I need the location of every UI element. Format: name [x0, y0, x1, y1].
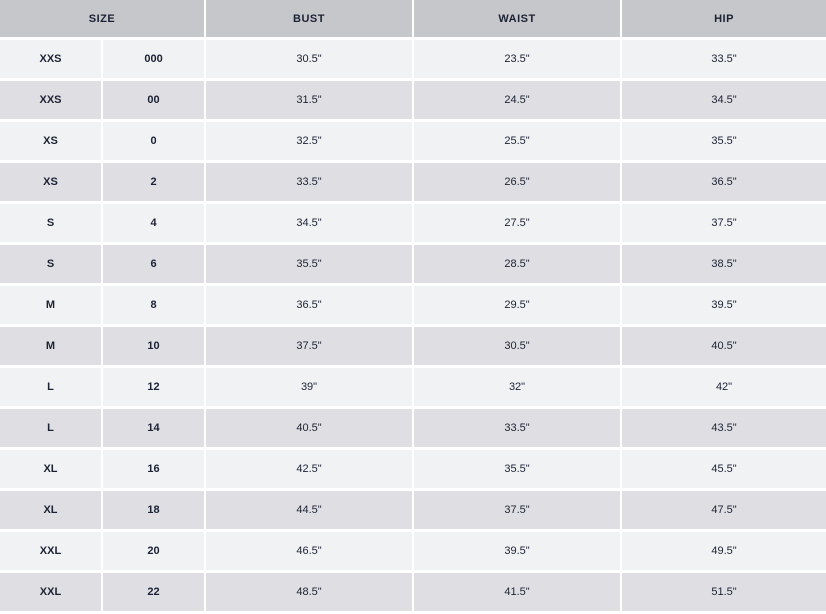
waist-cell: 30.5": [414, 327, 621, 365]
hip-cell: 35.5": [622, 122, 826, 160]
size-letter-cell: XXS: [0, 81, 101, 119]
waist-cell: 41.5": [414, 573, 621, 611]
size-letter-cell: S: [0, 245, 101, 283]
bust-cell: 33.5": [206, 163, 413, 201]
table-row: XXL 22 48.5" 41.5" 51.5": [0, 573, 826, 611]
size-number-cell: 4: [103, 204, 205, 242]
hip-cell: 36.5": [622, 163, 826, 201]
size-number-cell: 0: [103, 122, 205, 160]
bust-cell: 40.5": [206, 409, 413, 447]
table-row: L 12 39" 32" 42": [0, 368, 826, 406]
waist-cell: 35.5": [414, 450, 621, 488]
size-letter-cell: XL: [0, 491, 101, 529]
size-number-cell: 00: [103, 81, 205, 119]
header-size: SIZE: [0, 0, 205, 37]
size-number-cell: 20: [103, 532, 205, 570]
bust-cell: 46.5": [206, 532, 413, 570]
header-bust: BUST: [206, 0, 413, 37]
size-letter-cell: L: [0, 409, 101, 447]
table-row: M 10 37.5" 30.5" 40.5": [0, 327, 826, 365]
table-row: S 6 35.5" 28.5" 38.5": [0, 245, 826, 283]
table-row: XXL 20 46.5" 39.5" 49.5": [0, 532, 826, 570]
hip-cell: 37.5": [622, 204, 826, 242]
size-letter-cell: M: [0, 286, 101, 324]
size-number-cell: 8: [103, 286, 205, 324]
waist-cell: 23.5": [414, 40, 621, 78]
header-hip: HIP: [622, 0, 826, 37]
bust-cell: 31.5": [206, 81, 413, 119]
bust-cell: 39": [206, 368, 413, 406]
hip-cell: 43.5": [622, 409, 826, 447]
table-row: XXS 000 30.5" 23.5" 33.5": [0, 40, 826, 78]
bust-cell: 35.5": [206, 245, 413, 283]
size-letter-cell: XS: [0, 122, 101, 160]
waist-cell: 24.5": [414, 81, 621, 119]
bust-cell: 44.5": [206, 491, 413, 529]
size-letter-cell: S: [0, 204, 101, 242]
waist-cell: 26.5": [414, 163, 621, 201]
size-number-cell: 2: [103, 163, 205, 201]
waist-cell: 32": [414, 368, 621, 406]
size-letter-cell: XS: [0, 163, 101, 201]
size-number-cell: 16: [103, 450, 205, 488]
bust-cell: 36.5": [206, 286, 413, 324]
waist-cell: 33.5": [414, 409, 621, 447]
bust-cell: 42.5": [206, 450, 413, 488]
bust-cell: 34.5": [206, 204, 413, 242]
table-row: M 8 36.5" 29.5" 39.5": [0, 286, 826, 324]
hip-cell: 42": [622, 368, 826, 406]
header-row: SIZE BUST WAIST HIP: [0, 0, 826, 37]
hip-cell: 39.5": [622, 286, 826, 324]
size-number-cell: 22: [103, 573, 205, 611]
table-row: XL 16 42.5" 35.5" 45.5": [0, 450, 826, 488]
size-number-cell: 10: [103, 327, 205, 365]
size-letter-cell: XXS: [0, 40, 101, 78]
hip-cell: 45.5": [622, 450, 826, 488]
size-letter-cell: XL: [0, 450, 101, 488]
size-letter-cell: XXL: [0, 532, 101, 570]
size-letter-cell: XXL: [0, 573, 101, 611]
hip-cell: 47.5": [622, 491, 826, 529]
size-number-cell: 14: [103, 409, 205, 447]
hip-cell: 38.5": [622, 245, 826, 283]
hip-cell: 51.5": [622, 573, 826, 611]
waist-cell: 25.5": [414, 122, 621, 160]
size-number-cell: 000: [103, 40, 205, 78]
size-number-cell: 12: [103, 368, 205, 406]
hip-cell: 34.5": [622, 81, 826, 119]
table-row: S 4 34.5" 27.5" 37.5": [0, 204, 826, 242]
header-waist: WAIST: [414, 0, 621, 37]
waist-cell: 37.5": [414, 491, 621, 529]
bust-cell: 30.5": [206, 40, 413, 78]
bust-cell: 32.5": [206, 122, 413, 160]
hip-cell: 33.5": [622, 40, 826, 78]
table-row: XS 2 33.5" 26.5" 36.5": [0, 163, 826, 201]
waist-cell: 27.5": [414, 204, 621, 242]
waist-cell: 39.5": [414, 532, 621, 570]
size-letter-cell: L: [0, 368, 101, 406]
size-number-cell: 18: [103, 491, 205, 529]
size-number-cell: 6: [103, 245, 205, 283]
waist-cell: 29.5": [414, 286, 621, 324]
bust-cell: 48.5": [206, 573, 413, 611]
table-row: L 14 40.5" 33.5" 43.5": [0, 409, 826, 447]
table-row: XXS 00 31.5" 24.5" 34.5": [0, 81, 826, 119]
size-letter-cell: M: [0, 327, 101, 365]
table-row: XS 0 32.5" 25.5" 35.5": [0, 122, 826, 160]
hip-cell: 40.5": [622, 327, 826, 365]
bust-cell: 37.5": [206, 327, 413, 365]
table-row: XL 18 44.5" 37.5" 47.5": [0, 491, 826, 529]
hip-cell: 49.5": [622, 532, 826, 570]
waist-cell: 28.5": [414, 245, 621, 283]
